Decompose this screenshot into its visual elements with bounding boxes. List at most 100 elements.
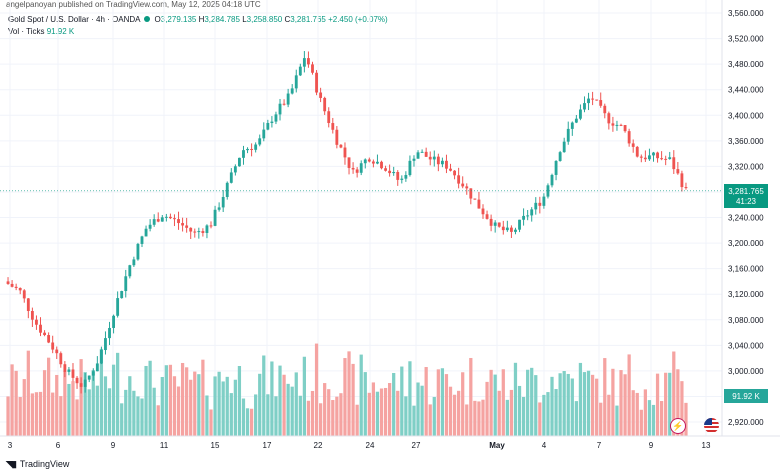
candle-body bbox=[440, 160, 444, 165]
price-tick-label: 3,520.000 bbox=[728, 35, 764, 44]
price-tick-label: 3,360.000 bbox=[728, 137, 764, 146]
candle-body bbox=[367, 159, 371, 162]
volume-bar bbox=[465, 404, 469, 436]
volume-bar bbox=[59, 396, 63, 436]
volume-bar bbox=[655, 373, 660, 436]
volume-label[interactable]: Vol · Ticks bbox=[8, 27, 45, 36]
high-value: 3,284.785 bbox=[204, 15, 240, 24]
volume-bar bbox=[517, 385, 522, 436]
candle-body bbox=[558, 152, 562, 161]
volume-bar bbox=[22, 379, 26, 436]
volume-bar bbox=[680, 381, 684, 436]
candle-body bbox=[120, 291, 124, 299]
candle-body bbox=[258, 138, 262, 145]
price-tick-label: 3,480.000 bbox=[728, 60, 764, 69]
candle-body bbox=[587, 98, 590, 104]
volume-bar bbox=[578, 362, 583, 436]
volume-bar bbox=[440, 368, 445, 436]
candle-body bbox=[518, 219, 521, 230]
volume-bar bbox=[103, 376, 108, 436]
volume-bar bbox=[672, 351, 676, 436]
candle-body bbox=[233, 166, 237, 173]
candle-body bbox=[254, 144, 258, 150]
candle-body bbox=[270, 121, 274, 123]
candle-body bbox=[189, 227, 193, 232]
volume-bar bbox=[197, 374, 201, 436]
volume-bar bbox=[635, 392, 639, 436]
price-tick-label: 3,080.000 bbox=[728, 316, 764, 325]
candle-body bbox=[164, 216, 168, 218]
candle-body bbox=[627, 131, 631, 144]
volume-bar bbox=[347, 351, 351, 436]
time-tick-label: 6 bbox=[56, 441, 61, 450]
candle-body bbox=[355, 169, 359, 173]
volume-tag-label: 91.92 K bbox=[732, 392, 760, 401]
volume-bar bbox=[542, 394, 546, 436]
candle-body bbox=[35, 319, 38, 325]
legend-volume-row: Vol · Ticks 91.92 K bbox=[8, 26, 388, 38]
candle-body bbox=[51, 342, 55, 350]
volume-bar bbox=[599, 402, 603, 436]
candle-body bbox=[201, 231, 205, 233]
candle-body bbox=[14, 286, 18, 288]
candle-body bbox=[185, 225, 189, 228]
last-price-tag-bg bbox=[724, 184, 768, 208]
volume-bar bbox=[38, 391, 43, 436]
candle-body bbox=[63, 364, 67, 372]
volume-bar bbox=[42, 370, 47, 436]
volume-bar bbox=[229, 393, 233, 436]
candle-body bbox=[477, 199, 481, 209]
volume-bar bbox=[603, 358, 607, 436]
volume-bar bbox=[611, 368, 615, 436]
volume-bar bbox=[294, 372, 298, 436]
volume-bar bbox=[331, 400, 335, 436]
volume-bar bbox=[607, 394, 611, 436]
time-axis[interactable]: 3 6 9 11 15 17 22 24 27 May 4 7 9 13 bbox=[8, 441, 711, 450]
volume-bar bbox=[278, 365, 282, 436]
volume-bar bbox=[116, 352, 120, 436]
candle-body bbox=[595, 99, 599, 101]
candle-body bbox=[408, 160, 412, 176]
volume-bar bbox=[595, 378, 599, 436]
candle-body bbox=[298, 66, 302, 76]
candle-body bbox=[497, 222, 501, 227]
candle-body bbox=[461, 183, 465, 187]
price-axis[interactable]: 3,560.000 3,520.000 3,480.000 3,440.000 3,40… bbox=[728, 9, 764, 427]
candle-body bbox=[388, 170, 392, 174]
candle-body bbox=[631, 143, 635, 147]
volume-bar bbox=[310, 390, 315, 436]
high-label: H bbox=[198, 15, 205, 24]
candle-body bbox=[680, 173, 684, 188]
low-label: L bbox=[242, 15, 247, 24]
volume-bar bbox=[534, 375, 538, 436]
candle-body bbox=[501, 226, 505, 231]
volume-bar bbox=[254, 394, 258, 436]
candle-body bbox=[664, 158, 668, 160]
last-price-tag: 3,281.765 41:23 bbox=[724, 184, 768, 208]
volume-bar bbox=[67, 383, 71, 436]
us-flag-icon[interactable] bbox=[704, 418, 719, 433]
volume-bar bbox=[286, 383, 290, 436]
candle-body bbox=[615, 124, 619, 126]
lightning-icon[interactable]: ⚡ bbox=[670, 418, 686, 434]
volume-bar bbox=[452, 394, 457, 436]
candle-body bbox=[453, 170, 456, 176]
volume-bar bbox=[266, 394, 270, 436]
time-tick-label: 24 bbox=[366, 441, 375, 450]
time-tick-label: 4 bbox=[542, 441, 547, 450]
volume-bar bbox=[87, 389, 91, 436]
volume-bar bbox=[643, 389, 647, 436]
candle-body bbox=[570, 122, 574, 129]
candle-body bbox=[335, 129, 339, 145]
candle-body bbox=[18, 287, 22, 291]
volume-bar bbox=[63, 371, 67, 436]
symbol-name[interactable]: Gold Spot / U.S. Dollar · 4h · OANDA bbox=[8, 15, 141, 24]
volume-bar bbox=[457, 390, 461, 436]
volume-bar bbox=[574, 401, 578, 436]
volume-bar bbox=[627, 354, 631, 436]
volume-bar bbox=[647, 400, 652, 436]
candle-body bbox=[302, 58, 306, 67]
volume-bar bbox=[152, 387, 156, 436]
volume-bar bbox=[233, 379, 237, 436]
